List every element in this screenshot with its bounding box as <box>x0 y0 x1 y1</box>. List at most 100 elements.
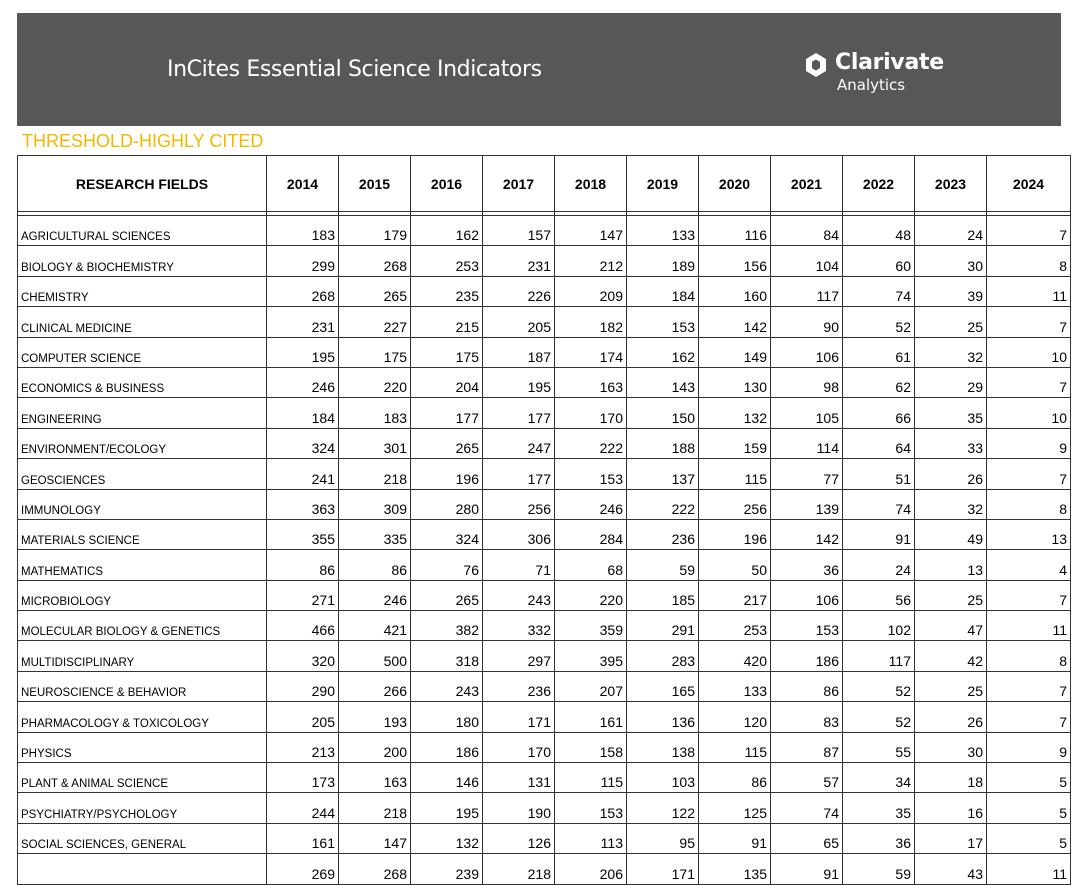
threshold-value-cell: 62 <box>842 366 915 399</box>
threshold-value-cell: 91 <box>842 518 915 551</box>
threshold-value-cell: 32 <box>914 336 987 368</box>
threshold-value-cell: 268 <box>338 245 411 277</box>
threshold-value-cell: 320 <box>266 640 339 672</box>
threshold-value-cell: 218 <box>338 792 411 824</box>
threshold-value-cell: 256 <box>482 488 555 520</box>
threshold-value-cell: 117 <box>842 640 915 672</box>
threshold-value-cell: 265 <box>410 427 483 460</box>
table-row: ENGINEERING 184 183 177 177 170 150 132 105 66 35 1… <box>17 397 1071 429</box>
threshold-value-cell: 266 <box>338 670 411 703</box>
threshold-value-cell: 174 <box>554 336 627 368</box>
threshold-value-cell: 185 <box>626 579 699 612</box>
threshold-value-cell: 7 <box>986 670 1071 703</box>
threshold-value-cell: 182 <box>554 306 627 338</box>
threshold-value-cell: 48 <box>842 214 915 247</box>
threshold-value-cell: 196 <box>698 518 771 551</box>
threshold-value-cell: 153 <box>554 458 627 490</box>
column-header-year: 2023 <box>914 155 987 212</box>
threshold-value-cell: 193 <box>338 701 411 733</box>
threshold-value-cell: 95 <box>626 822 699 855</box>
threshold-value-cell: 188 <box>626 427 699 460</box>
threshold-value-cell: 195 <box>410 792 483 824</box>
threshold-value-cell: 253 <box>698 610 771 642</box>
threshold-value-cell: 171 <box>482 701 555 733</box>
threshold-value-cell: 290 <box>266 670 339 703</box>
page-title: InCites Essential Science Indicators <box>167 57 542 82</box>
threshold-value-cell: 163 <box>338 762 411 794</box>
threshold-value-cell: 39 <box>914 275 987 308</box>
threshold-value-cell: 91 <box>770 853 843 885</box>
threshold-value-cell: 76 <box>410 549 483 581</box>
table-row: NEUROSCIENCE & BEHAVIOR 290 266 243 236 207 16… <box>17 670 1071 703</box>
threshold-value-cell: 147 <box>338 822 411 855</box>
threshold-value-cell: 11 <box>986 853 1071 885</box>
threshold-value-cell: 306 <box>482 518 555 551</box>
threshold-value-cell: 177 <box>482 397 555 429</box>
threshold-value-cell: 159 <box>698 427 771 460</box>
threshold-value-cell: 161 <box>266 822 339 855</box>
threshold-value-cell: 71 <box>482 549 555 581</box>
threshold-value-cell: 32 <box>914 488 987 520</box>
threshold-value-cell: 24 <box>914 214 987 247</box>
threshold-value-cell: 5 <box>986 822 1071 855</box>
threshold-value-cell: 170 <box>554 397 627 429</box>
threshold-value-cell: 7 <box>986 701 1071 733</box>
threshold-value-cell: 150 <box>626 397 699 429</box>
threshold-value-cell: 246 <box>554 488 627 520</box>
threshold-value-cell: 136 <box>626 701 699 733</box>
threshold-value-cell: 13 <box>986 518 1071 551</box>
research-field-cell: CLINICAL MEDICINE <box>17 306 267 338</box>
threshold-value-cell: 55 <box>842 731 915 764</box>
threshold-value-cell: 184 <box>266 397 339 429</box>
threshold-value-cell: 52 <box>842 670 915 703</box>
threshold-value-cell: 297 <box>482 640 555 672</box>
threshold-value-cell: 209 <box>554 275 627 308</box>
threshold-value-cell: 190 <box>482 792 555 824</box>
threshold-value-cell: 355 <box>266 518 339 551</box>
column-header-year: 2018 <box>554 155 627 212</box>
threshold-value-cell: 153 <box>770 610 843 642</box>
threshold-value-cell: 218 <box>482 853 555 885</box>
research-field-cell: PHYSICS <box>17 731 267 764</box>
threshold-value-cell: 280 <box>410 488 483 520</box>
research-field-cell: IMMUNOLOGY <box>17 488 267 520</box>
column-header-year: 2014 <box>266 155 339 212</box>
column-header-research-fields: RESEARCH FIELDS <box>17 155 267 212</box>
threshold-value-cell: 268 <box>338 853 411 885</box>
threshold-value-cell: 500 <box>338 640 411 672</box>
threshold-value-cell: 156 <box>698 245 771 277</box>
threshold-value-cell: 218 <box>338 458 411 490</box>
brand-name: Clarivate <box>835 50 944 75</box>
threshold-value-cell: 66 <box>842 397 915 429</box>
table-row: IMMUNOLOGY 363 309 280 256 246 222 256 139 74 32 8 <box>17 488 1071 520</box>
threshold-value-cell: 175 <box>410 336 483 368</box>
threshold-value-cell: 9 <box>986 731 1071 764</box>
research-field-cell: ENGINEERING <box>17 397 267 429</box>
threshold-value-cell: 382 <box>410 610 483 642</box>
threshold-value-cell: 157 <box>482 214 555 247</box>
threshold-value-cell: 239 <box>410 853 483 885</box>
brand-subtitle: Analytics <box>837 76 906 94</box>
threshold-value-cell: 4 <box>986 549 1071 581</box>
research-field-cell: MICROBIOLOGY <box>17 579 267 612</box>
threshold-value-cell: 236 <box>626 518 699 551</box>
threshold-value-cell: 77 <box>770 458 843 490</box>
threshold-value-cell: 205 <box>266 701 339 733</box>
table-row: PLANT & ANIMAL SCIENCE 173 163 146 131 115 103… <box>17 762 1071 794</box>
threshold-value-cell: 47 <box>914 610 987 642</box>
header-banner: InCites Essential Science Indicators Cla… <box>17 13 1061 126</box>
threshold-value-cell: 137 <box>626 458 699 490</box>
threshold-value-cell: 61 <box>842 336 915 368</box>
threshold-value-cell: 5 <box>986 792 1071 824</box>
table-row: MOLECULAR BIOLOGY & GENETICS 466 421 382 332… <box>17 610 1071 642</box>
table-row: AGRICULTURAL SCIENCES 183 179 162 157 147 133 1… <box>17 214 1071 247</box>
table-header-row: RESEARCH FIELDS 2014 2015 2016 2017 2018 2019 2… <box>17 155 1071 212</box>
threshold-value-cell: 10 <box>986 336 1071 368</box>
threshold-value-cell: 271 <box>266 579 339 612</box>
threshold-value-cell: 131 <box>482 762 555 794</box>
threshold-value-cell: 36 <box>842 822 915 855</box>
threshold-value-cell: 74 <box>770 792 843 824</box>
table-row: ECONOMICS & BUSINESS 246 220 204 195 163 143 13… <box>17 366 1071 399</box>
threshold-value-cell: 158 <box>554 731 627 764</box>
threshold-value-cell: 183 <box>338 397 411 429</box>
